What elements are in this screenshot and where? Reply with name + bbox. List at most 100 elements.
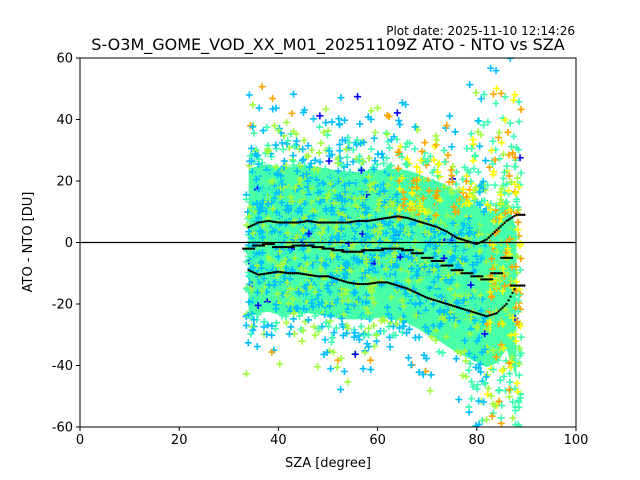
scatter-point xyxy=(303,281,311,289)
sigma-marker xyxy=(491,232,494,236)
scatter-point xyxy=(271,325,279,333)
sigma-marker xyxy=(493,312,496,316)
sigma-marker xyxy=(388,281,391,285)
scatter-point xyxy=(472,303,480,311)
scatter-point xyxy=(274,290,282,298)
sigma-marker xyxy=(346,281,350,284)
scatter-point xyxy=(341,274,349,282)
scatter-point xyxy=(248,323,256,331)
sigma-marker xyxy=(435,299,439,303)
scatter-point xyxy=(326,302,334,310)
scatter-point xyxy=(482,212,490,220)
scatter-point xyxy=(325,322,333,330)
sigma-marker xyxy=(477,312,480,316)
scatter-point xyxy=(509,314,517,322)
scatter-point xyxy=(446,279,454,287)
scatter-point xyxy=(398,181,406,189)
scatter-point xyxy=(488,146,496,154)
scatter-point xyxy=(437,202,445,210)
scatter-point xyxy=(463,145,471,153)
scatter-point xyxy=(440,254,448,262)
scatter-point xyxy=(464,291,472,299)
x-tick-label: 20 xyxy=(171,433,188,448)
scatter-point xyxy=(503,180,511,188)
sigma-marker xyxy=(489,313,492,317)
scatter-point xyxy=(451,291,459,299)
scatter-point xyxy=(509,203,517,211)
scatter-point xyxy=(258,204,266,212)
scatter-point xyxy=(514,218,522,226)
scatter-point xyxy=(361,189,369,197)
scatter-point xyxy=(464,230,472,238)
sigma-marker xyxy=(396,215,399,218)
scatter-point xyxy=(426,273,434,281)
scatter-point xyxy=(364,113,372,121)
scatter-point xyxy=(376,221,384,229)
sigma-marker xyxy=(253,223,256,226)
scatter-point xyxy=(448,172,456,180)
scatter-point xyxy=(421,263,429,271)
scatter-point xyxy=(421,228,429,236)
sigma-marker xyxy=(382,281,385,284)
scatter-point xyxy=(440,146,448,154)
scatter-point xyxy=(242,285,250,293)
sigma-marker xyxy=(427,297,431,300)
scatter-point xyxy=(407,220,415,228)
scatter-point xyxy=(356,120,364,128)
sigma-marker xyxy=(479,313,482,316)
scatter-point xyxy=(317,139,325,147)
sigma-marker xyxy=(499,225,502,228)
sigma-marker xyxy=(293,221,296,224)
scatter-point xyxy=(500,168,508,176)
sigma-marker xyxy=(326,221,330,224)
scatter-point xyxy=(412,238,420,246)
sigma-marker xyxy=(467,240,471,243)
scatter-point xyxy=(366,198,374,206)
scatter-point xyxy=(517,349,525,357)
scatter-point xyxy=(484,390,492,398)
scatter-point xyxy=(283,118,291,126)
scatter-point xyxy=(512,263,520,271)
sigma-marker xyxy=(265,272,268,275)
scatter-point xyxy=(438,215,446,223)
scatter-point xyxy=(326,288,334,296)
scatter-point xyxy=(486,288,494,296)
sigma-marker xyxy=(465,239,469,243)
scatter-point xyxy=(330,199,338,207)
scatter-point xyxy=(260,275,268,283)
scatter-point xyxy=(328,234,336,242)
scatter-point xyxy=(438,274,446,282)
scatter-point xyxy=(455,332,463,340)
scatter-point xyxy=(461,283,469,291)
scatter-point xyxy=(498,139,506,147)
scatter-point xyxy=(408,200,416,208)
scatter-point xyxy=(285,186,293,194)
scatter-point xyxy=(492,201,500,209)
scatter-point xyxy=(279,145,287,153)
sigma-marker xyxy=(301,220,304,224)
scatter-point xyxy=(495,311,503,319)
scatter-point xyxy=(392,331,400,339)
scatter-point xyxy=(357,166,365,174)
x-tick-label: 60 xyxy=(369,433,386,448)
sigma-marker xyxy=(410,289,413,292)
sigma-marker xyxy=(447,231,451,235)
scatter-point xyxy=(323,232,331,240)
scatter-point xyxy=(350,302,358,310)
scatter-point xyxy=(473,323,481,331)
scatter-point xyxy=(282,206,290,214)
scatter-point xyxy=(463,288,471,296)
x-tick-label: 100 xyxy=(564,433,589,448)
sigma-marker xyxy=(289,221,292,224)
scatter-point xyxy=(432,132,440,140)
sigma-marker xyxy=(515,284,518,287)
scatter-point xyxy=(310,115,318,123)
sigma-marker xyxy=(519,284,522,287)
sigma-marker xyxy=(501,223,504,226)
scatter-point xyxy=(369,238,377,246)
scatter-point xyxy=(514,307,522,315)
scatter-point xyxy=(497,213,505,221)
sigma-marker xyxy=(404,216,407,219)
scatter-point xyxy=(355,336,363,344)
